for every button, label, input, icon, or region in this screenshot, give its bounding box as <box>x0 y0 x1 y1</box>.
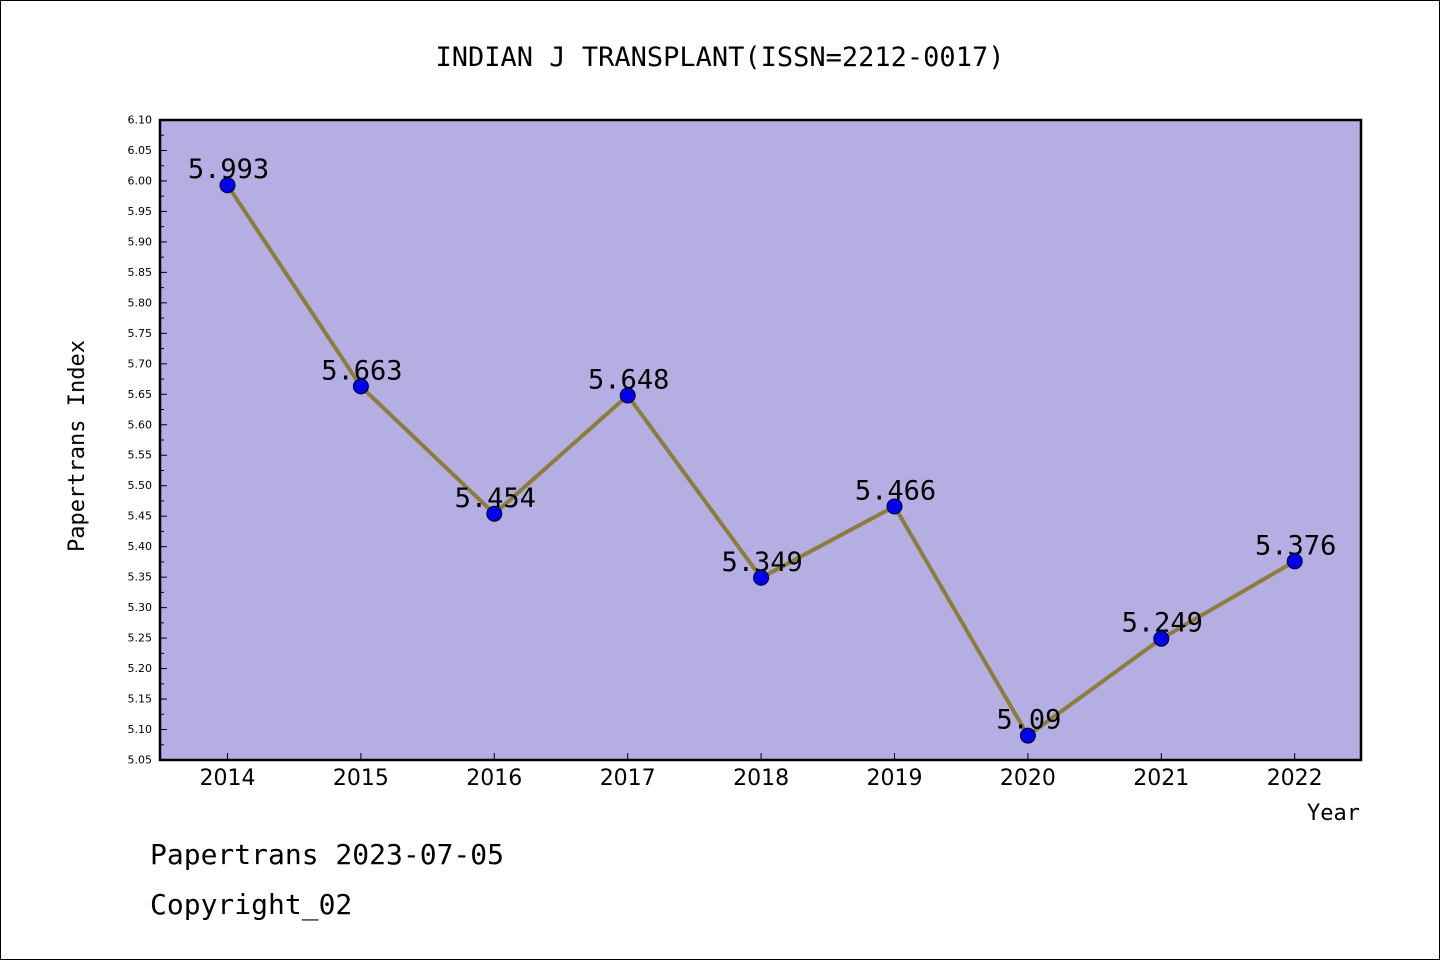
x-tick-label: 2017 <box>600 766 656 791</box>
y-tick-label: 5.90 <box>128 235 153 248</box>
y-tick-label: 5.25 <box>128 632 153 645</box>
data-point <box>1019 727 1036 744</box>
y-tick-label: 5.15 <box>128 693 153 706</box>
x-tick-label: 2014 <box>200 766 256 791</box>
y-tick-label: 5.05 <box>128 754 153 767</box>
y-tick-label: 5.95 <box>128 205 153 218</box>
y-tick-label: 5.45 <box>128 510 153 523</box>
y-tick-label: 5.85 <box>128 266 153 279</box>
data-point <box>1286 553 1303 570</box>
x-tick-label: 2022 <box>1267 766 1323 791</box>
y-tick-label: 5.75 <box>128 327 153 340</box>
data-point <box>753 569 770 586</box>
y-tick-label: 5.70 <box>128 357 153 370</box>
y-tick-label: 6.10 <box>128 114 153 127</box>
data-point <box>619 387 636 404</box>
data-point <box>1153 630 1170 647</box>
x-axis-label: Year <box>1307 801 1360 826</box>
x-tick-label: 2018 <box>733 766 789 791</box>
x-tick-label: 2015 <box>333 766 389 791</box>
y-tick-label: 6.00 <box>128 174 153 187</box>
x-tick-label: 2016 <box>466 766 522 791</box>
y-tick-label: 5.35 <box>128 571 153 584</box>
y-tick-label: 5.60 <box>128 418 153 431</box>
footer-copyright: Copyright_02 <box>150 888 352 922</box>
y-tick-label: 5.55 <box>128 449 153 462</box>
footer-date: Papertrans 2023-07-05 <box>150 838 504 871</box>
y-axis-label: Papertrans Index <box>65 340 90 552</box>
x-tick-label: 2021 <box>1133 766 1189 791</box>
data-point <box>886 498 903 515</box>
x-tick-label: 2020 <box>1000 766 1056 791</box>
x-axis: 2014 2015 2016 2017 2018 2019 2020 2021 2022 <box>200 753 1323 791</box>
series-group: 5.9935.6635.4545.6485.3495.4665.095.2495… <box>188 154 1336 744</box>
y-tick-label: 5.40 <box>128 540 153 553</box>
y-tick-label: 6.05 <box>128 144 153 157</box>
y-tick-label: 5.30 <box>128 601 153 614</box>
y-tick-label: 5.10 <box>128 723 153 736</box>
y-tick-label: 5.50 <box>128 479 153 492</box>
data-point <box>352 378 369 395</box>
data-point <box>219 177 236 194</box>
data-point <box>486 505 503 522</box>
y-tick-label: 5.80 <box>128 296 153 309</box>
chart-title: INDIAN J TRANSPLANT(ISSN=2212-0017) <box>436 42 1005 73</box>
x-tick-label: 2019 <box>867 766 923 791</box>
y-tick-label: 5.65 <box>128 388 153 401</box>
plot-border <box>158 118 1363 762</box>
plot-area <box>160 120 1361 760</box>
y-tick-label: 5.20 <box>128 662 153 675</box>
